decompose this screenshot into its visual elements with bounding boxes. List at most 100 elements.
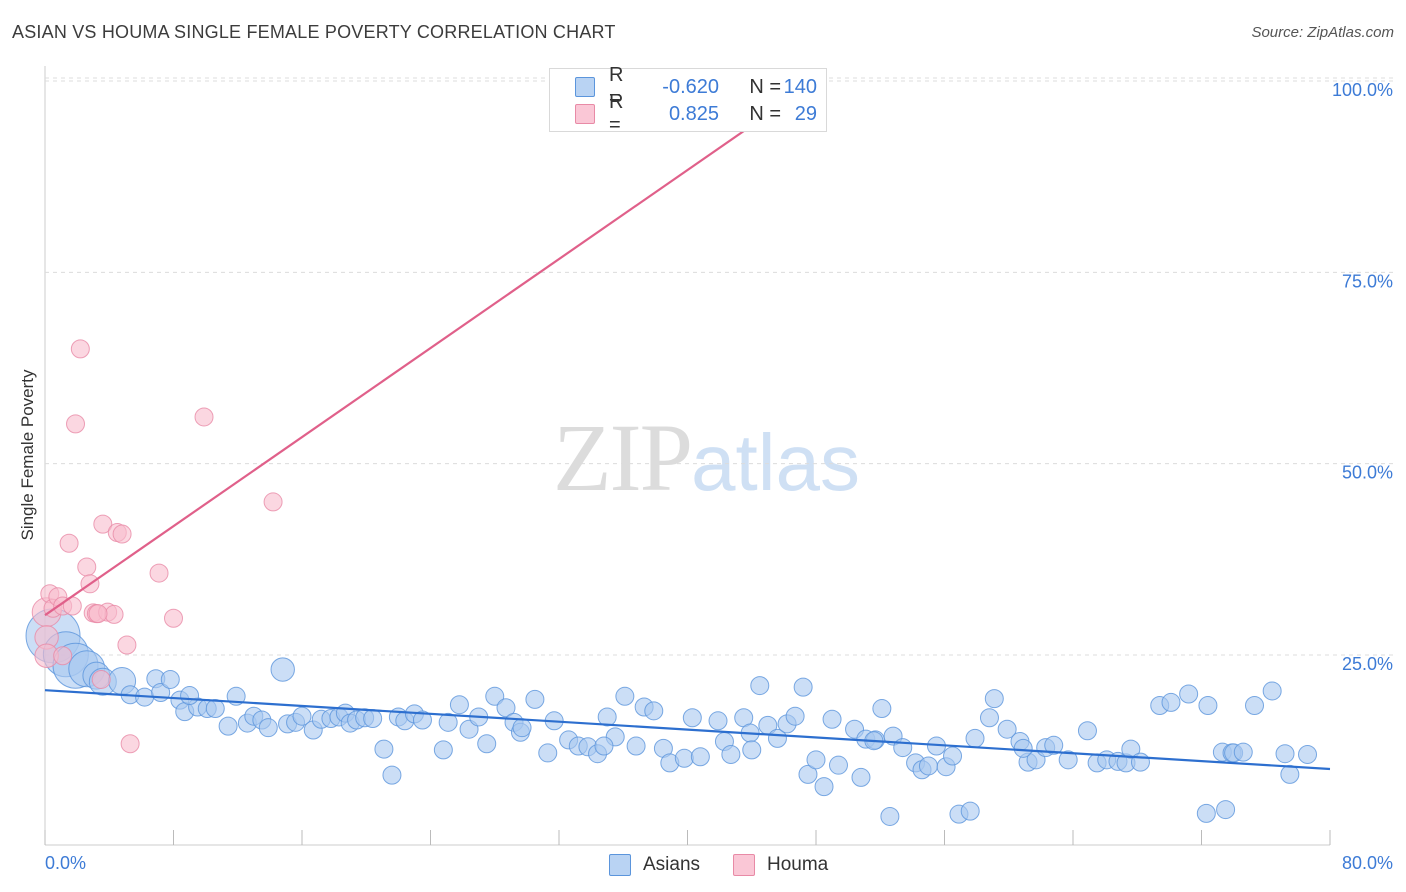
bottom-legend-houma: Houma xyxy=(733,852,828,878)
asian-point xyxy=(1058,750,1078,770)
legend-n-value: 29 xyxy=(794,102,817,125)
asian-point xyxy=(374,739,394,759)
asian-point xyxy=(1044,735,1064,755)
houma-point xyxy=(77,557,97,577)
houma-point xyxy=(149,563,169,583)
asian-point xyxy=(180,686,200,706)
legend-r-value: 0.825 xyxy=(668,102,719,125)
houma-point xyxy=(194,407,214,427)
houma-trend-line xyxy=(44,80,817,617)
asian-point xyxy=(750,676,770,696)
bottom-legend-swatch-houma xyxy=(733,854,755,876)
houma-point xyxy=(117,635,137,655)
asian-point xyxy=(965,728,985,748)
asian-point xyxy=(918,756,938,776)
asian-point xyxy=(1196,803,1216,823)
legend-n-label: N = xyxy=(749,102,781,125)
y-tick-label: 50.0% xyxy=(1342,463,1393,483)
asian-point xyxy=(997,719,1017,739)
asian-point xyxy=(449,695,469,715)
asian-point xyxy=(851,767,871,787)
asian-point xyxy=(512,718,532,738)
houma-point xyxy=(164,608,183,628)
asian-point xyxy=(615,686,635,706)
asian-point xyxy=(943,746,963,766)
asian-point xyxy=(798,764,818,784)
asian-point xyxy=(1275,744,1295,764)
legend-r-label: R = xyxy=(609,64,624,109)
y-tick-label: 75.0% xyxy=(1342,271,1393,291)
asian-point xyxy=(1298,744,1318,764)
asian-point xyxy=(1262,681,1282,701)
legend-row-houma: R = 0.825 N = 29 xyxy=(575,91,817,136)
asian-point xyxy=(433,740,453,760)
asian-point xyxy=(412,710,432,730)
source-label: Source: ZipAtlas.com xyxy=(1251,24,1394,41)
asian-point xyxy=(828,755,848,775)
houma-point xyxy=(53,646,73,666)
asian-point xyxy=(1216,800,1236,820)
asian-point xyxy=(1161,692,1181,712)
asian-point xyxy=(626,736,646,756)
asian-point xyxy=(1198,695,1218,715)
asian-point xyxy=(597,707,617,727)
legend-n-label: N = xyxy=(749,75,781,98)
bottom-legend-swatch-asians xyxy=(609,854,631,876)
watermark: ZIPatlas xyxy=(553,402,860,513)
asian-point xyxy=(872,699,892,719)
asian-point xyxy=(682,708,702,728)
asian-point xyxy=(814,777,834,797)
y-tick-label: 100.0% xyxy=(1332,80,1393,100)
asian-point xyxy=(822,709,842,729)
x-tick-label: 0.0% xyxy=(45,853,86,873)
watermark-zip: ZIP xyxy=(553,404,693,511)
asian-point xyxy=(1121,739,1141,759)
asian-point xyxy=(793,677,813,697)
bottom-legend-asians: Asians xyxy=(609,852,700,878)
asian-point xyxy=(382,765,402,785)
legend-swatch-houma xyxy=(575,104,595,124)
asian-point xyxy=(1013,738,1033,758)
asian-point xyxy=(674,748,694,768)
correlation-legend: R = -0.620 N = 140 R = 0.825 N = 29 xyxy=(549,64,827,136)
houma-point xyxy=(66,414,86,434)
chart-title: ASIAN VS HOUMA SINGLE FEMALE POVERTY COR… xyxy=(12,22,616,42)
asian-point xyxy=(984,689,1004,709)
watermark-atlas: atlas xyxy=(691,418,860,507)
asian-point xyxy=(1130,752,1150,772)
asian-point xyxy=(893,738,913,758)
asian-point xyxy=(806,750,826,770)
asian-point xyxy=(438,712,458,732)
asian-point xyxy=(363,708,383,728)
asian-point xyxy=(525,689,545,709)
legend-n-value: 140 xyxy=(783,75,817,98)
asian-point xyxy=(979,708,999,728)
asian-point xyxy=(160,669,180,689)
asian-point xyxy=(708,711,728,731)
legend-row-asians: R = -0.620 N = 140 xyxy=(575,64,817,109)
houma-point xyxy=(93,514,113,534)
houma-point xyxy=(120,734,140,754)
asian-point xyxy=(721,744,741,764)
houma-point xyxy=(91,669,111,689)
asian-point xyxy=(1179,684,1199,704)
asian-point xyxy=(644,701,664,721)
asian-point xyxy=(485,686,505,706)
houma-point xyxy=(263,492,283,512)
asian-point xyxy=(270,657,295,682)
asian-point xyxy=(690,747,710,767)
houma-point xyxy=(88,604,108,624)
houma-point xyxy=(70,339,90,359)
asian-point xyxy=(785,706,805,726)
bottom-legend-label-houma: Houma xyxy=(767,854,829,875)
asian-point xyxy=(1077,721,1097,741)
asian-trend-line xyxy=(44,689,1331,771)
asian-point xyxy=(292,706,312,726)
asian-point xyxy=(496,698,516,718)
asian-point xyxy=(538,743,558,763)
legend-r-label: R = xyxy=(609,91,624,136)
asian-point xyxy=(880,806,900,826)
houma-point xyxy=(104,604,124,624)
asian-point xyxy=(1280,764,1300,784)
